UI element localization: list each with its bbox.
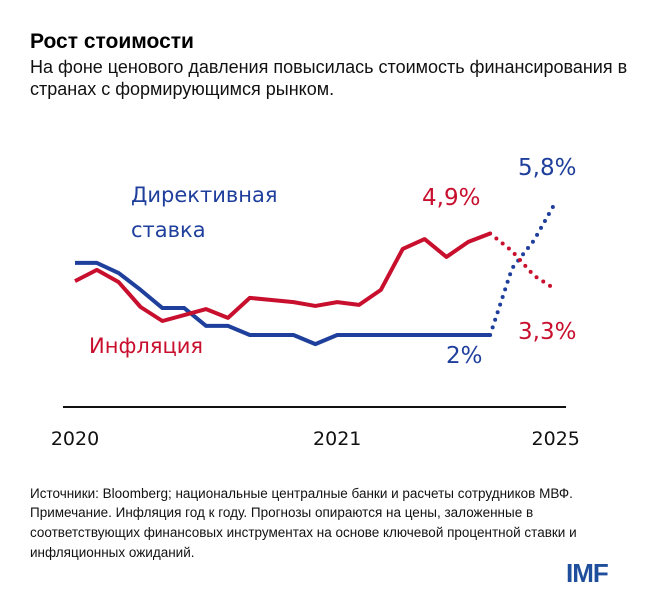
x-tick-label: 2025 — [532, 428, 580, 450]
legend-policy-line1: Директивная — [131, 183, 277, 207]
policy-end-label: 2% — [446, 343, 483, 369]
sources-text: Источники: Bloomberg; национальные центр… — [30, 486, 573, 501]
policy-forecast-label: 5,8% — [518, 155, 576, 181]
legend-inflation: Инфляция — [89, 334, 203, 358]
series-line-1 — [74, 231, 491, 323]
inflation-forecast-label: 3,3% — [518, 319, 576, 345]
inflation-end-label: 4,9% — [422, 185, 480, 211]
x-tick-label: 2021 — [313, 428, 361, 450]
forecast-line-1 — [488, 231, 558, 292]
chart-subtitle: На фоне ценового давления повысилась сто… — [30, 57, 628, 99]
line-chart: 2020 2021 2025 Директивная ставка Инфляция… — [51, 155, 580, 450]
series-line-0 — [75, 260, 491, 347]
x-tick-label: 2020 — [51, 428, 99, 450]
legend-policy-line2: ставка — [131, 218, 206, 242]
chart-notes: Источники: Bloomberg; национальные центр… — [30, 486, 600, 563]
chart-title: Рост стоимости — [30, 30, 194, 53]
imf-logo: IMF — [566, 558, 609, 588]
note-text: Примечание. Инфляция год к году. Прогноз… — [30, 505, 577, 560]
forecast-line-0 — [488, 200, 558, 337]
